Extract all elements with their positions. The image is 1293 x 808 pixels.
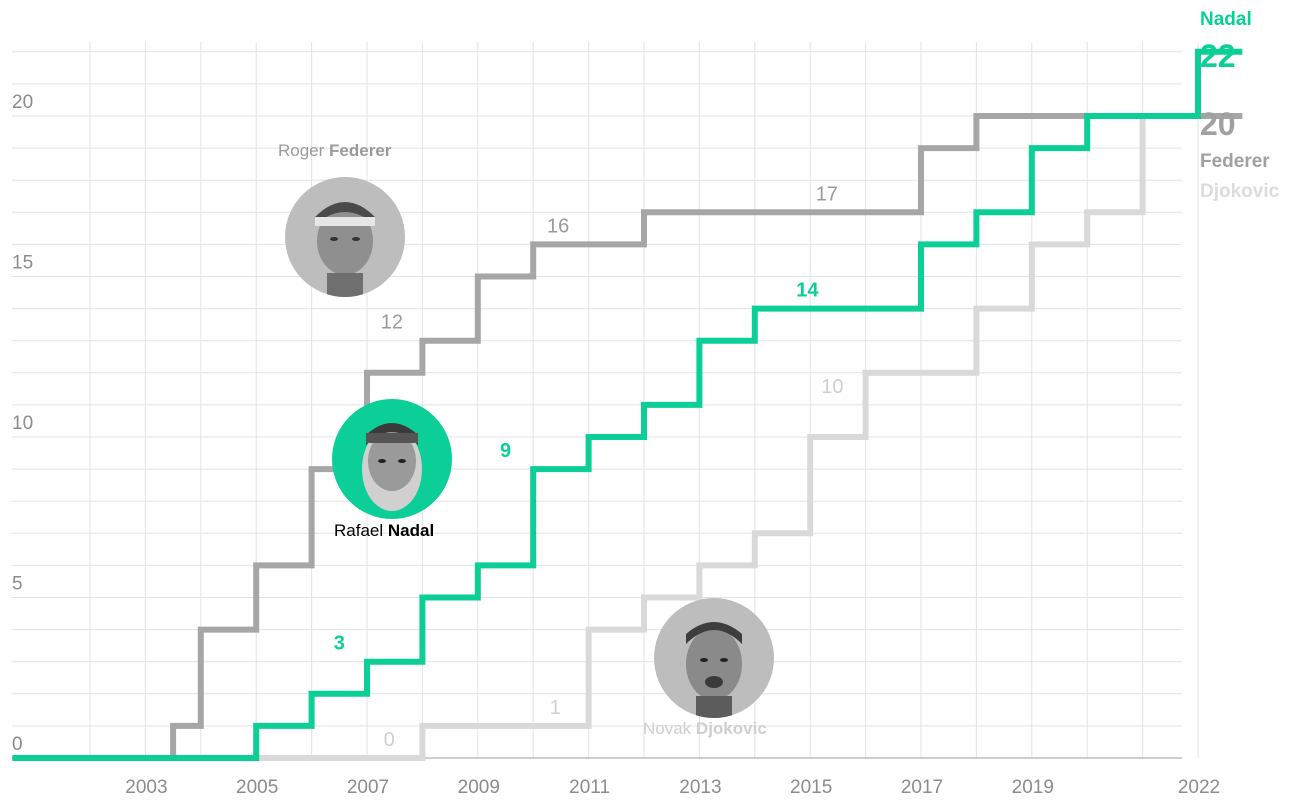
y-tick-label: 20 — [12, 92, 33, 113]
annotation-nadal: 14 — [796, 280, 819, 302]
x-tick-label: 2009 — [458, 777, 500, 798]
annotation-nadal: 3 — [334, 633, 345, 655]
end-label-federer-name: Federer — [1200, 151, 1270, 172]
y-tick-label: 5 — [12, 574, 23, 595]
annotation-djokovic: 0 — [384, 729, 395, 751]
djokovic-label: Novak Djokovic — [643, 719, 767, 738]
x-tick-label: 2007 — [347, 777, 389, 798]
federer-label: Roger Federer — [278, 141, 392, 160]
x-tick-label: 2019 — [1012, 777, 1054, 798]
annotation-djokovic: 1 — [550, 697, 561, 719]
x-tick-label: 2022 — [1178, 777, 1220, 798]
x-tick-label: 2003 — [125, 777, 167, 798]
annotation-federer: 12 — [381, 312, 403, 334]
y-tick-label: 15 — [12, 253, 33, 274]
x-tick-label: 2013 — [679, 777, 721, 798]
x-tick-label: 2011 — [569, 777, 610, 798]
y-axis-ticks: 0 5 10 15 20 — [12, 92, 33, 755]
end-label-djokovic-name: Djokovic — [1200, 181, 1280, 202]
djokovic-portrait — [654, 598, 774, 718]
grid — [12, 42, 1199, 759]
x-tick-label: 2017 — [901, 777, 943, 798]
federer-portrait — [285, 177, 405, 297]
annotation-federer: 16 — [547, 215, 569, 237]
series-line-djokovic — [206, 113, 1243, 761]
end-label-nadal-name: Nadal — [1200, 9, 1252, 30]
x-tick-label: 2005 — [236, 777, 278, 798]
x-axis-ticks: 2003 2005 2007 2009 2011 2013 2015 2017 2019 2022 — [125, 777, 1220, 798]
end-label-federer-value: 20 — [1200, 106, 1236, 142]
x-tick-label: 2015 — [790, 777, 832, 798]
y-tick-label: 10 — [12, 413, 33, 434]
annotation-federer: 17 — [816, 183, 838, 205]
series-line-federer — [40, 113, 1243, 761]
y-tick-label: 0 — [12, 734, 23, 755]
end-label-nadal-value: 22 — [1200, 38, 1236, 74]
nadal-label: Rafael Nadal — [334, 521, 435, 540]
series-line-nadal — [12, 48, 1243, 761]
series-lines — [12, 48, 1243, 761]
nadal-portrait — [332, 399, 452, 519]
annotation-djokovic: 10 — [821, 376, 843, 398]
annotation-nadal: 9 — [500, 440, 511, 462]
